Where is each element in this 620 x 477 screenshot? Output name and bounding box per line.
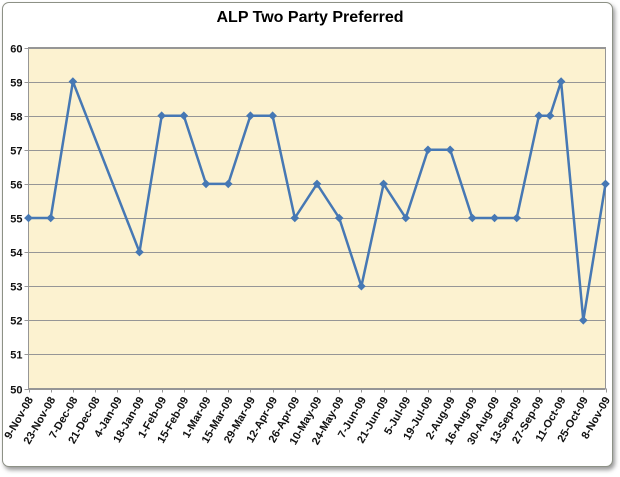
data-point-marker bbox=[512, 213, 522, 223]
data-point-marker bbox=[534, 111, 544, 120]
data-point-marker bbox=[68, 77, 78, 86]
data-point-marker bbox=[468, 213, 477, 223]
y-axis-label: 58 bbox=[10, 112, 22, 124]
data-point-marker bbox=[334, 213, 344, 223]
data-point-marker bbox=[312, 179, 322, 189]
y-axis-label: 59 bbox=[10, 78, 22, 90]
y-axis-label: 57 bbox=[10, 146, 22, 158]
data-point-marker bbox=[490, 213, 499, 223]
data-point-marker bbox=[601, 179, 610, 189]
data-point-marker bbox=[290, 213, 300, 223]
y-axis-label: 50 bbox=[10, 385, 22, 397]
data-point-marker bbox=[268, 111, 277, 120]
y-axis-label: 54 bbox=[10, 248, 23, 260]
y-axis-label: 56 bbox=[10, 180, 22, 192]
data-point-marker bbox=[246, 111, 255, 120]
data-point-marker bbox=[401, 213, 411, 223]
data-point-marker bbox=[223, 179, 233, 189]
data-point-marker bbox=[46, 213, 55, 223]
data-point-marker bbox=[135, 247, 144, 257]
data-point-marker bbox=[24, 213, 33, 223]
chart-title: ALP Two Party Preferred bbox=[216, 9, 404, 26]
data-point-marker bbox=[445, 145, 455, 155]
data-point-marker bbox=[201, 179, 211, 189]
data-point-marker bbox=[379, 179, 388, 189]
y-axis-label: 51 bbox=[10, 350, 22, 362]
y-axis-label: 52 bbox=[10, 316, 22, 328]
data-point-marker bbox=[423, 145, 433, 155]
y-axis-label: 55 bbox=[10, 214, 22, 226]
y-axis-label: 53 bbox=[10, 282, 22, 294]
data-point-marker bbox=[157, 111, 166, 120]
data-point-marker bbox=[545, 111, 555, 120]
y-axis-label: 60 bbox=[10, 44, 22, 56]
data-point-marker bbox=[556, 77, 566, 86]
data-point-marker bbox=[357, 281, 366, 291]
data-point-marker bbox=[179, 111, 189, 120]
data-point-marker bbox=[579, 316, 588, 325]
